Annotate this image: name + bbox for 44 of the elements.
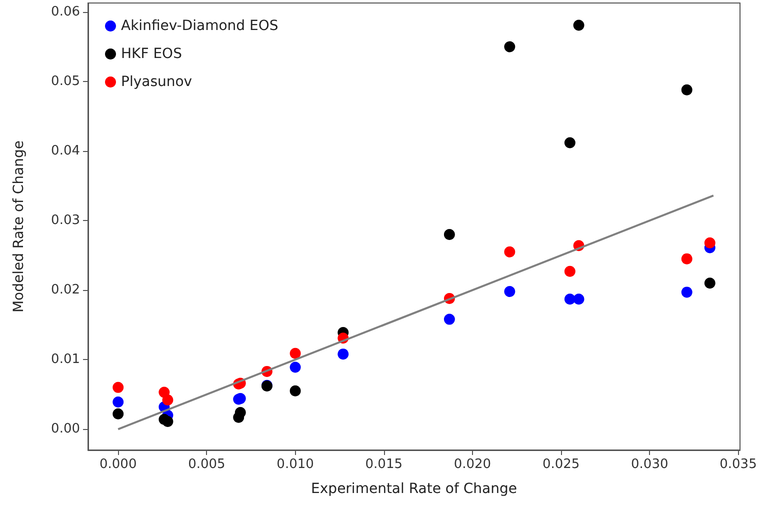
y-tick-label: 0.01 xyxy=(51,352,80,368)
point xyxy=(234,406,246,418)
point xyxy=(504,246,516,258)
point xyxy=(681,84,692,96)
point xyxy=(112,382,124,393)
x-tick-label: 0.000 xyxy=(100,457,137,472)
x-tick-label: 0.025 xyxy=(542,457,580,472)
x-tick-label: 0.020 xyxy=(454,457,492,472)
point xyxy=(290,385,301,396)
x-axis-title: Experimental Rate of Change xyxy=(311,481,517,497)
y-tick-label: 0.00 xyxy=(51,422,80,437)
point xyxy=(112,408,124,420)
x-tick-label: 0.030 xyxy=(631,457,668,472)
point xyxy=(504,41,516,52)
point xyxy=(704,237,716,248)
point xyxy=(290,362,301,373)
point xyxy=(444,314,455,325)
point xyxy=(573,20,584,31)
point xyxy=(573,294,584,305)
y-tick-label: 0.03 xyxy=(51,213,80,228)
y-tick-label: 0.06 xyxy=(51,4,80,20)
point xyxy=(162,394,174,406)
y-axis-title: Modeled Rate of Change xyxy=(11,140,27,313)
point xyxy=(112,396,124,408)
legend-label: Akinfiev-Diamond EOS xyxy=(121,18,278,34)
x-tick-label: 0.035 xyxy=(720,457,757,472)
point xyxy=(162,416,174,427)
point xyxy=(504,286,516,297)
point xyxy=(681,286,692,298)
point xyxy=(564,266,576,277)
point xyxy=(290,348,301,359)
point xyxy=(444,228,455,240)
x-tick-label: 0.015 xyxy=(365,457,402,472)
point xyxy=(681,253,692,264)
y-tick-label: 0.04 xyxy=(51,144,80,159)
point xyxy=(564,137,576,148)
x-tick-label: 0.010 xyxy=(276,457,314,472)
point xyxy=(338,348,349,360)
point xyxy=(704,278,716,289)
y-tick-label: 0.02 xyxy=(51,282,80,298)
legend-label: Plyasunov xyxy=(121,74,192,90)
legend-label: HKF EOS xyxy=(121,46,182,62)
y-tick-label: 0.05 xyxy=(51,74,80,90)
x-tick-label: 0.005 xyxy=(188,457,226,472)
